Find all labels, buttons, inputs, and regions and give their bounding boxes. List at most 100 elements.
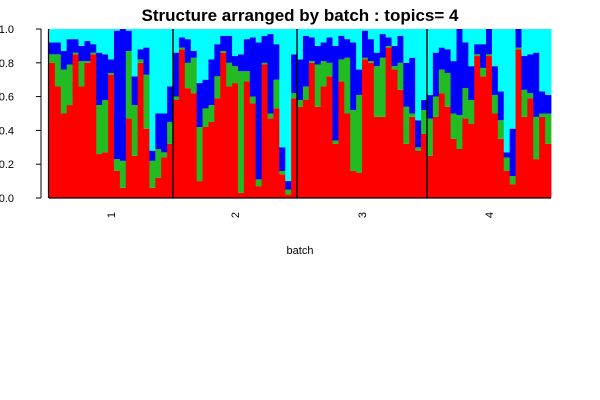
bar-segment-g3-b9-topic3 — [344, 39, 351, 58]
bar-segment-g2-b9-topic2 — [220, 50, 227, 53]
bar-segment-g1-b1-topic4 — [49, 29, 56, 43]
bar-segment-g3-b14-topic3 — [373, 52, 381, 67]
bar-segment-g4-b12-topic4 — [491, 29, 499, 67]
bar-segment-g2-b19-topic4 — [279, 29, 286, 148]
bar-segment-g2-b11-topic2 — [232, 66, 239, 84]
bar-segment-g1-b16-topic2 — [137, 59, 144, 63]
bar-segment-g4-b17-topic1 — [521, 116, 528, 198]
bar-segment-g1-b2-topic1 — [54, 86, 62, 198]
bars-layer — [49, 29, 552, 199]
bar-segment-g4-b19-topic1 — [533, 159, 540, 198]
bar-segment-g3-b3-topic4 — [308, 29, 316, 38]
bar-segment-g4-b3-topic2 — [438, 69, 446, 94]
bar-segment-g2-b9-topic1 — [220, 52, 227, 198]
x-axis-label: batch — [287, 245, 314, 257]
bar-segment-g2-b19-topic1 — [279, 174, 286, 198]
bar-segment-g1-b20-topic2 — [161, 152, 168, 158]
bar-segment-g4-b15-topic4 — [509, 29, 516, 129]
y-tick-label: 0.8 — [0, 58, 14, 70]
bar-segment-g3-b6-topic1 — [326, 76, 333, 198]
bar-segment-g3-b19-topic3 — [403, 62, 410, 107]
bar-segment-g2-b11-topic4 — [232, 29, 239, 57]
bar-segment-g1-b14-topic2 — [125, 50, 133, 119]
bar-segment-g1-b15-topic4 — [131, 29, 138, 77]
bar-segment-g1-b12-topic1 — [113, 170, 121, 198]
bar-segment-g3-b17-topic3 — [391, 45, 398, 67]
bar-segment-g2-b18-topic2 — [273, 79, 280, 109]
y-tick-label: 0.6 — [0, 92, 14, 104]
bar-segment-g3-b16-topic2 — [385, 45, 392, 48]
bar-segment-g1-b20-topic3 — [161, 113, 168, 153]
bar-segment-g3-b22-topic3 — [421, 99, 428, 111]
bar-segment-g3-b16-topic4 — [385, 29, 392, 38]
bar-segment-g1-b8-topic4 — [90, 29, 97, 45]
bar-segment-g1-b20-topic4 — [161, 29, 168, 114]
bar-segment-g1-b16-topic4 — [137, 29, 144, 50]
bar-segment-g1-b19-topic4 — [155, 29, 162, 114]
bar-segment-g3-b20-topic2 — [409, 113, 416, 117]
bar-segment-g4-b8-topic2 — [468, 99, 475, 124]
bar-segment-g3-b1-topic3 — [297, 59, 304, 100]
bar-segment-g4-b4-topic4 — [444, 29, 451, 50]
bar-segment-g3-b10-topic2 — [350, 110, 357, 171]
bar-segment-g4-b1-topic2 — [426, 118, 434, 156]
bar-segment-g4-b11-topic1 — [486, 56, 493, 198]
bar-segment-g1-b1-topic2 — [49, 54, 56, 63]
bar-segment-g3-b9-topic1 — [344, 113, 351, 198]
bar-segment-g2-b14-topic4 — [249, 29, 257, 38]
bar-segment-g1-b4-topic1 — [66, 105, 74, 198]
bar-segment-g2-b13-topic2 — [243, 71, 251, 82]
bar-segment-g1-b19-topic1 — [155, 177, 162, 198]
bar-segment-g3-b5-topic4 — [320, 29, 327, 43]
bar-segment-g4-b20-topic4 — [539, 29, 546, 92]
bar-segment-g3-b18-topic2 — [397, 62, 404, 90]
bar-segment-g4-b13-topic3 — [497, 91, 505, 121]
bar-segment-g4-b9-topic3 — [474, 44, 481, 55]
bar-segment-g1-b21-topic2 — [167, 121, 174, 144]
bar-segment-g3-b21-topic3 — [415, 120, 422, 148]
bar-segment-g1-b18-topic3 — [149, 150, 156, 161]
bar-segment-g1-b18-topic1 — [149, 187, 156, 198]
bar-segment-g1-b5-topic3 — [72, 39, 79, 53]
bar-segment-g1-b13-topic2 — [119, 160, 127, 188]
bar-segment-g2-b10-topic1 — [226, 86, 233, 198]
bar-segment-g3-b20-topic1 — [409, 116, 416, 198]
bar-segment-g4-b2-topic1 — [432, 116, 440, 198]
bar-segment-g1-b4-topic3 — [66, 39, 74, 65]
group-separators — [172, 29, 428, 198]
bar-segment-g2-b11-topic3 — [232, 56, 239, 67]
bar-segment-g4-b18-topic2 — [527, 93, 534, 99]
bar-segment-g3-b4-topic4 — [314, 29, 322, 46]
bar-segment-g2-b21-topic3 — [291, 54, 298, 94]
bar-segment-g2-b18-topic1 — [273, 108, 280, 198]
bar-segment-g1-b11-topic3 — [108, 59, 115, 73]
bar-segment-g2-b8-topic1 — [214, 98, 221, 198]
bar-segment-g2-b9-topic3 — [220, 35, 227, 51]
bar-segment-g1-b8-topic3 — [90, 44, 97, 53]
bar-segment-g4-b21-topic2 — [545, 113, 552, 144]
bar-segment-g1-b19-topic3 — [155, 113, 162, 149]
bar-segment-g2-b4-topic4 — [190, 29, 198, 51]
bar-segment-g2-b3-topic4 — [184, 29, 192, 40]
bar-segment-g3-b21-topic1 — [415, 150, 422, 198]
bar-segment-g1-b6-topic3 — [78, 45, 85, 62]
bar-segment-g2-b17-topic2 — [267, 113, 274, 119]
bar-segment-g3-b15-topic3 — [379, 34, 387, 58]
bar-segment-g3-b7-topic3 — [332, 45, 339, 141]
bar-segment-g2-b17-topic4 — [267, 29, 274, 35]
bar-segment-g1-b16-topic3 — [137, 49, 144, 60]
bar-segment-g2-b14-topic1 — [249, 103, 257, 198]
bar-segment-g3-b5-topic1 — [320, 86, 327, 198]
bar-segment-g4-b5-topic1 — [450, 138, 457, 198]
bar-segment-g4-b20-topic3 — [539, 91, 546, 114]
bar-segment-g1-b7-topic2 — [84, 61, 91, 63]
bar-segment-g4-b16-topic2 — [515, 47, 522, 50]
bar-segment-g2-b18-topic3 — [273, 44, 280, 80]
bar-segment-g3-b6-topic2 — [326, 62, 333, 77]
bar-segment-g2-b16-topic3 — [261, 35, 268, 63]
bar-segment-g2-b6-topic3 — [202, 79, 209, 109]
bar-segment-g2-b6-topic1 — [202, 127, 209, 198]
bar-segment-g1-b15-topic3 — [131, 76, 138, 106]
bar-segment-g3-b4-topic3 — [314, 45, 322, 65]
bar-segment-g3-b17-topic4 — [391, 29, 398, 46]
